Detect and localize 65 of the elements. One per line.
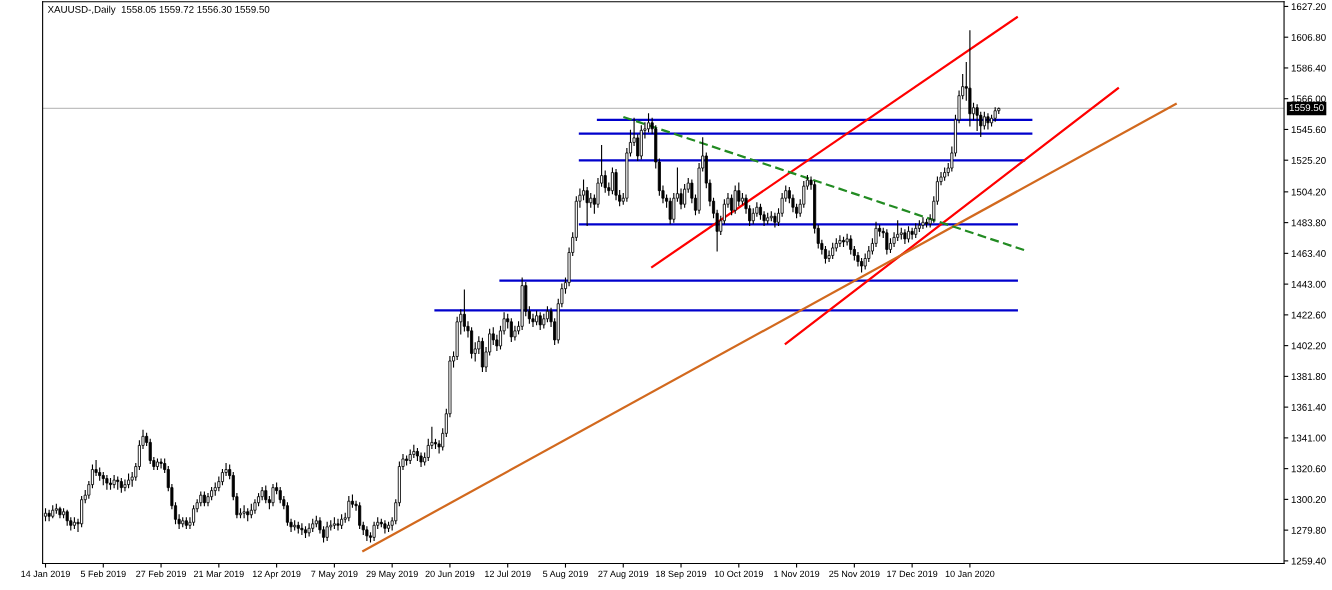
x-tick-label: 29 May 2019 — [366, 570, 418, 579]
x-tick-label: 12 Jul 2019 — [485, 570, 531, 578]
x-tick-label: 5 Aug 2019 — [543, 570, 588, 579]
x-tick-label: 17 Dec 2019 — [887, 570, 938, 578]
candlestick — [307, 523, 311, 537]
candlestick — [986, 113, 990, 130]
y-tick-label: 1361.40 — [1291, 403, 1326, 411]
candlestick — [668, 197, 672, 225]
candlestick — [683, 184, 687, 208]
y-tick-label: 1443.00 — [1291, 280, 1326, 288]
x-tick-label: 7 May 2019 — [311, 570, 358, 579]
y-tick-label: 1422.60 — [1291, 311, 1326, 319]
y-tick-label: 1545.60 — [1291, 126, 1326, 134]
x-tick-label: 27 Aug 2019 — [598, 570, 649, 579]
x-tick-label: 21 Mar 2019 — [193, 570, 244, 578]
y-tick-label: 1483.80 — [1291, 219, 1326, 227]
y-tick-label: 1259.40 — [1291, 557, 1326, 565]
y-tick-label: 1606.80 — [1291, 33, 1326, 41]
y-tick-label: 1300.20 — [1291, 496, 1326, 503]
candlestick — [271, 484, 275, 507]
chart-title: XAUUSD-,Daily 1558.05 1559.72 1556.30 1559.50 — [47, 5, 270, 15]
y-tick-label: 1381.80 — [1291, 373, 1326, 380]
x-tick-label: 14 Jan 2019 — [21, 570, 70, 578]
candlestick — [733, 185, 737, 214]
candlestick — [47, 509, 51, 522]
candlestick — [509, 318, 513, 342]
candlestick — [112, 475, 116, 489]
candlestick — [730, 194, 734, 216]
candlestick — [903, 229, 907, 244]
y-tick-label: 1504.20 — [1291, 188, 1326, 196]
x-tick-label: 12 Apr 2019 — [252, 570, 301, 579]
candlestick — [365, 526, 369, 541]
y-tick-label: 1279.80 — [1291, 526, 1326, 534]
x-tick-label: 5 Feb 2019 — [80, 570, 126, 578]
candlestick — [921, 217, 925, 229]
candlestick — [513, 325, 517, 341]
y-tick-label: 1463.40 — [1291, 250, 1326, 257]
candlestick — [300, 523, 304, 535]
y-tick-label: 1341.00 — [1291, 434, 1326, 442]
candlestick — [910, 227, 914, 240]
candlestick — [336, 518, 340, 531]
x-tick-label: 20 Jun 2019 — [425, 570, 475, 578]
y-tick-label: 1586.40 — [1291, 64, 1326, 72]
y-tick-label: 1627.20 — [1291, 3, 1326, 11]
candlestick — [419, 452, 423, 468]
y-tick-label: 1525.20 — [1291, 156, 1326, 164]
candlestick — [845, 233, 849, 246]
candlestick — [358, 502, 362, 529]
ref-line-label: 1559.50 — [1289, 104, 1324, 112]
x-tick-label: 10 Jan 2020 — [945, 570, 995, 578]
candlestick — [105, 475, 109, 490]
x-tick-label: 1 Nov 2019 — [774, 570, 820, 578]
y-tick-label: 1320.60 — [1291, 465, 1326, 473]
candlestick — [383, 520, 387, 534]
candlestick — [242, 505, 246, 519]
candlestick — [773, 212, 777, 228]
candlestick — [372, 521, 376, 541]
candlestick — [192, 505, 196, 526]
x-tick-label: 25 Nov 2019 — [829, 570, 880, 578]
x-tick-label: 18 Sep 2019 — [656, 570, 707, 579]
x-tick-label: 10 Oct 2019 — [714, 570, 763, 578]
x-tick-label: 27 Feb 2019 — [136, 570, 186, 578]
y-tick-label: 1402.20 — [1291, 342, 1326, 350]
y-tick-label: 1566.00 — [1291, 95, 1326, 103]
candlestick — [159, 458, 163, 469]
